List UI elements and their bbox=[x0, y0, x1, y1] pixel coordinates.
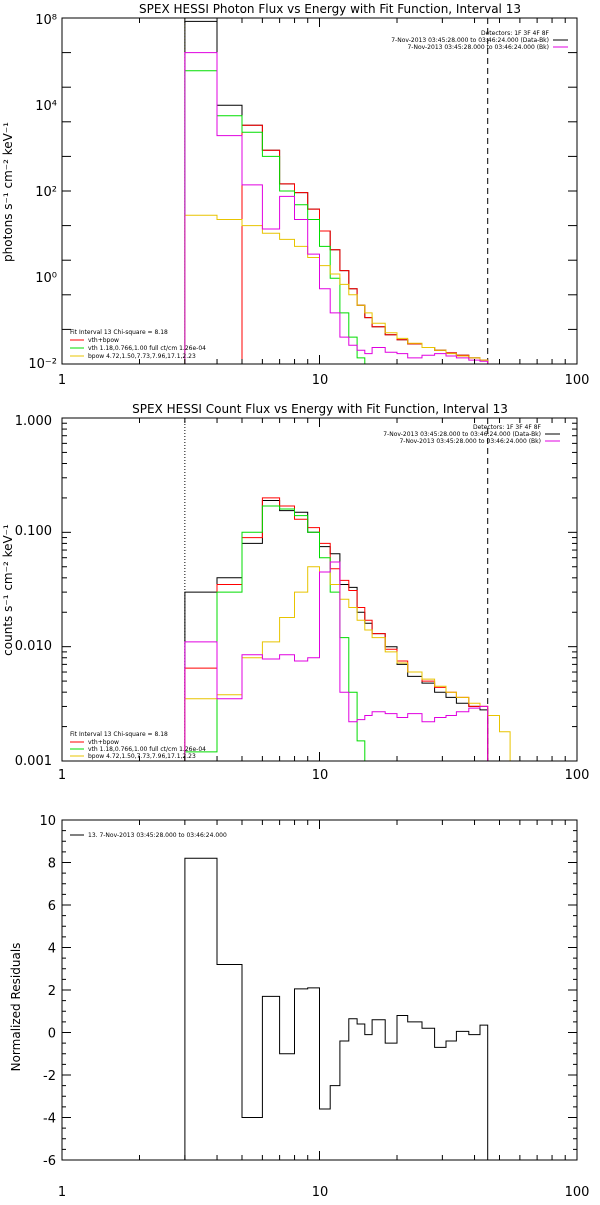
count-flux-y-tick-labels: 0.001 0.010 0.100 1.000 bbox=[15, 414, 52, 769]
photon-flux-legend-top: Detectors: 1F 3F 4F 8F 7-Nov-2013 03:45:… bbox=[391, 30, 568, 51]
residuals-ylabel: Normalized Residuals bbox=[9, 943, 23, 1072]
count-flux-y-tick-label: 0.001 bbox=[15, 754, 52, 769]
count-flux-legend-vth: vth 1.18,0.766,1.00 full ct/cm 1.26e-04 bbox=[88, 746, 206, 753]
residuals-x-tick-label: 100 bbox=[565, 1185, 590, 1200]
count-flux-title: SPEX HESSI Count Flux vs Energy with Fit… bbox=[132, 402, 508, 416]
residuals-legend-interval: 13. 7-Nov-2013 03:45:28.000 to 03:46:24.… bbox=[88, 832, 227, 839]
count-flux-x-tick-label: 1 bbox=[58, 768, 66, 783]
photon-flux-legend-vth: vth 1.18,0.766,1.00 full ct/cm 1.26e-04 bbox=[88, 345, 206, 352]
count-flux-y-tick-label: 0.010 bbox=[15, 639, 52, 654]
count-flux-legend-bpow: bpow 4.72,1.50,7.73,7.96,17.1,2.23 bbox=[88, 753, 196, 760]
residuals-x-tick-labels: 1 10 100 bbox=[58, 1185, 590, 1200]
residuals-y-tick-label: 6 bbox=[48, 899, 56, 914]
photon-flux-title: SPEX HESSI Photon Flux vs Energy with Fi… bbox=[139, 2, 521, 16]
photon-flux-series-background bbox=[184, 52, 489, 364]
photon-flux-y-tick-label: 10⁸ bbox=[35, 13, 57, 28]
photon-flux-y-tick-label: 10⁰ bbox=[35, 271, 57, 286]
residuals-y-tick-label: 0 bbox=[48, 1027, 56, 1042]
photon-flux-legend-bk: 7-Nov-2013 03:45:28.000 to 03:46:24.000 … bbox=[407, 44, 549, 51]
count-flux-series-background bbox=[184, 561, 489, 761]
photon-flux-series bbox=[184, 20, 511, 365]
residuals-y-tick-label: -4 bbox=[43, 1112, 56, 1127]
residuals-x-tick-label: 10 bbox=[312, 1185, 329, 1200]
photon-flux-legend-chisq: Fit Interval 13 Chi-square = 8.18 bbox=[70, 329, 168, 336]
count-flux-legend-detectors: Detectors: 1F 3F 4F 8F bbox=[473, 424, 542, 431]
residuals-y-tick-label: 10 bbox=[39, 814, 56, 829]
residuals-y-tick-labels: -6 -4 -2 0 2 4 6 8 10 bbox=[39, 814, 56, 1169]
count-flux-series-bpow bbox=[184, 566, 511, 761]
photon-flux-ticks bbox=[61, 17, 578, 365]
count-flux-x-tick-label: 10 bbox=[312, 768, 329, 783]
photon-flux-x-tick-labels: 1 10 100 bbox=[58, 373, 590, 388]
residuals-y-tick-label: 4 bbox=[48, 942, 56, 957]
photon-flux-legend-fit: Fit Interval 13 Chi-square = 8.18 vth+bp… bbox=[70, 329, 206, 360]
photon-flux-y-tick-labels: 10⁻² 10⁰ 10² 10⁴ 10⁸ bbox=[28, 13, 57, 372]
count-flux-series-data bbox=[184, 500, 489, 761]
residuals-y-tick-label: 2 bbox=[48, 984, 56, 999]
residuals-panel: Normalized Residuals 1 10 100 -6 -4 -2 0 2 4 6… bbox=[9, 814, 589, 1200]
photon-flux-legend-bpow: bpow 4.72,1.50,7.73,7.96,17.1,2.23 bbox=[88, 353, 196, 360]
photon-flux-legend-data-bk: 7-Nov-2013 03:45:28.000 to 03:46:24.000 … bbox=[391, 37, 549, 44]
photon-flux-legend-total: vth+bpow bbox=[88, 337, 119, 344]
count-flux-ticks bbox=[61, 417, 578, 762]
residuals-series-residuals bbox=[184, 857, 489, 1160]
residuals-x-tick-label: 1 bbox=[58, 1185, 66, 1200]
photon-flux-y-tick-label: 10⁴ bbox=[35, 99, 57, 114]
photon-flux-panel: SPEX HESSI Photon Flux vs Energy with Fi… bbox=[1, 2, 589, 388]
residuals-y-tick-label: -2 bbox=[43, 1069, 56, 1084]
residuals-y-tick-label: 8 bbox=[48, 857, 56, 872]
count-flux-y-tick-label: 0.100 bbox=[15, 524, 52, 539]
count-flux-legend-fit: Fit Interval 13 Chi-square = 8.18 vth+bp… bbox=[70, 731, 206, 760]
residuals-series bbox=[184, 857, 489, 1160]
photon-flux-y-tick-label: 10² bbox=[35, 185, 57, 200]
count-flux-panel: SPEX HESSI Count Flux vs Energy with Fit… bbox=[1, 402, 589, 783]
photon-flux-x-tick-label: 10 bbox=[312, 373, 329, 388]
photon-flux-ylabel: photons s⁻¹ cm⁻² keV⁻¹ bbox=[1, 122, 15, 262]
count-flux-series bbox=[184, 497, 511, 762]
count-flux-legend-total: vth+bpow bbox=[88, 739, 119, 746]
residuals-ticks bbox=[61, 819, 578, 1161]
photon-flux-legend-detectors: Detectors: 1F 3F 4F 8F bbox=[481, 30, 550, 37]
photon-flux-x-tick-label: 1 bbox=[58, 373, 66, 388]
count-flux-legend-data-bk: 7-Nov-2013 03:45:28.000 to 03:46:24.000 … bbox=[383, 431, 541, 438]
count-flux-y-tick-label: 1.000 bbox=[15, 414, 52, 429]
count-flux-ylabel: counts s⁻¹ cm⁻² keV⁻¹ bbox=[1, 524, 15, 656]
residuals-legend: 13. 7-Nov-2013 03:45:28.000 to 03:46:24.… bbox=[70, 832, 227, 839]
photon-flux-series-total_fit bbox=[241, 124, 489, 364]
count-flux-legend-bk: 7-Nov-2013 03:45:28.000 to 03:46:24.000 … bbox=[399, 438, 541, 445]
count-flux-legend-chisq: Fit Interval 13 Chi-square = 8.18 bbox=[70, 731, 168, 738]
residuals-y-tick-label: -6 bbox=[43, 1154, 56, 1169]
count-flux-x-tick-label: 100 bbox=[565, 768, 590, 783]
count-flux-x-tick-labels: 1 10 100 bbox=[58, 768, 590, 783]
count-flux-series-vth bbox=[184, 505, 373, 762]
count-flux-legend-top: Detectors: 1F 3F 4F 8F 7-Nov-2013 03:45:… bbox=[383, 424, 560, 445]
photon-flux-x-tick-label: 100 bbox=[565, 373, 590, 388]
photon-flux-y-tick-label: 10⁻² bbox=[28, 357, 57, 372]
